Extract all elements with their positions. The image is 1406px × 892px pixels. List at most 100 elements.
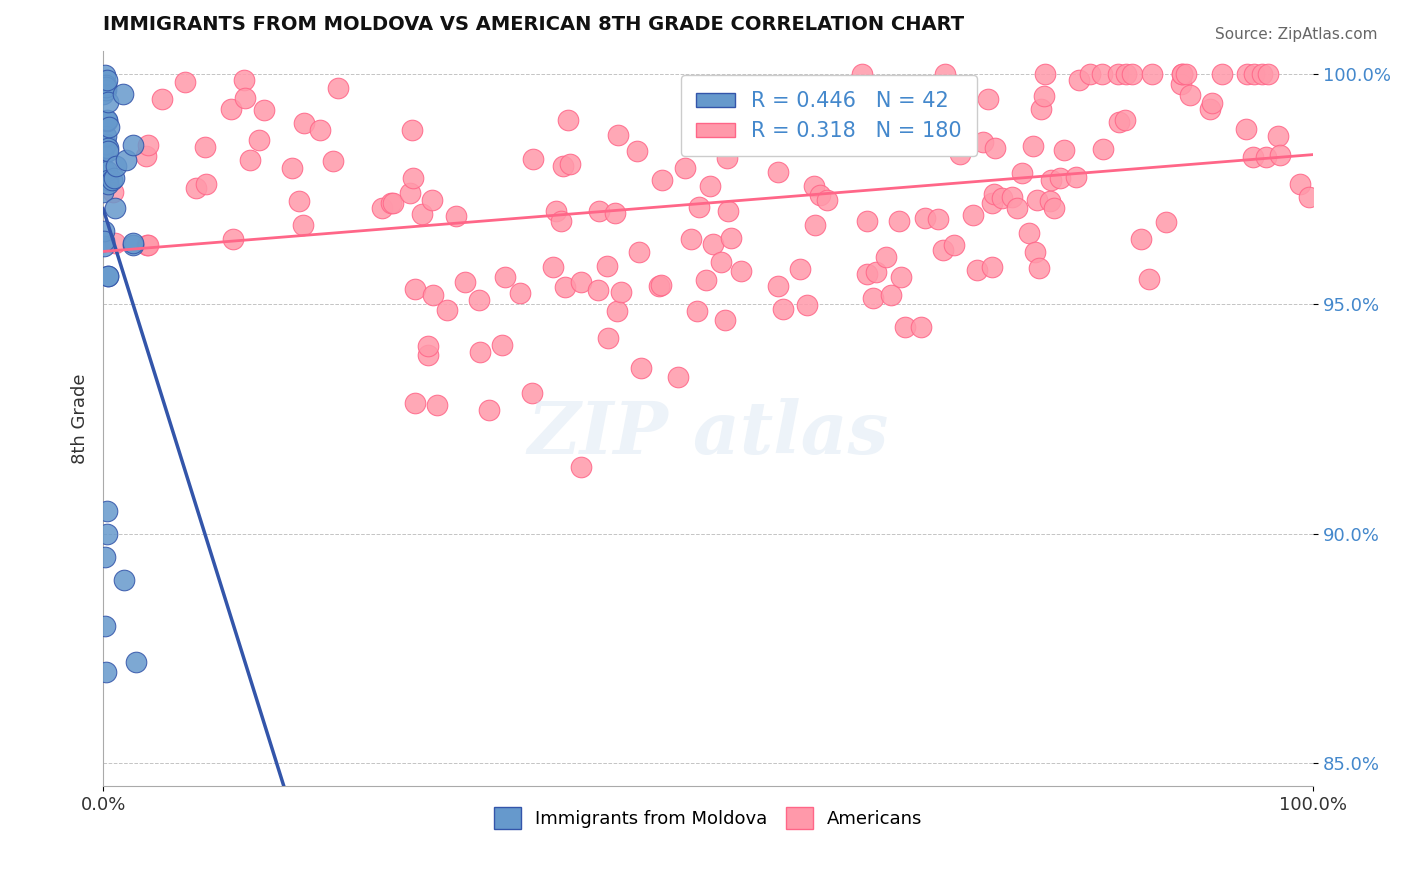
Point bbox=[1022, 139, 1045, 153]
Point bbox=[558, 157, 581, 171]
Point bbox=[135, 149, 157, 163]
Point bbox=[446, 209, 468, 223]
Point bbox=[1140, 67, 1163, 81]
Point bbox=[121, 237, 143, 252]
Point bbox=[686, 303, 709, 318]
Point bbox=[856, 213, 879, 227]
Point bbox=[766, 278, 789, 293]
Point bbox=[94, 549, 117, 564]
Point bbox=[1289, 177, 1312, 191]
Point bbox=[1130, 232, 1153, 246]
Point bbox=[962, 208, 984, 222]
Point bbox=[544, 204, 567, 219]
Point bbox=[772, 302, 794, 317]
Point bbox=[292, 218, 315, 232]
Point bbox=[972, 135, 994, 149]
Point bbox=[468, 293, 491, 307]
Point bbox=[1268, 148, 1291, 162]
Point bbox=[93, 162, 115, 177]
Point bbox=[96, 164, 118, 178]
Point bbox=[839, 113, 862, 128]
Text: IMMIGRANTS FROM MOLDOVA VS AMERICAN 8TH GRADE CORRELATION CHART: IMMIGRANTS FROM MOLDOVA VS AMERICAN 8TH … bbox=[103, 15, 965, 34]
Point bbox=[93, 234, 115, 248]
Point bbox=[551, 159, 574, 173]
Legend: Immigrants from Moldova, Americans: Immigrants from Moldova, Americans bbox=[486, 800, 929, 837]
Point bbox=[1199, 102, 1222, 116]
Point bbox=[730, 264, 752, 278]
Point bbox=[522, 153, 544, 167]
Point bbox=[292, 116, 315, 130]
Point bbox=[122, 235, 145, 250]
Point bbox=[112, 573, 135, 587]
Point bbox=[875, 250, 897, 264]
Point bbox=[1052, 143, 1074, 157]
Point bbox=[247, 133, 270, 147]
Point bbox=[322, 153, 344, 168]
Point bbox=[716, 151, 738, 165]
Point bbox=[98, 120, 121, 135]
Point bbox=[927, 211, 949, 226]
Point bbox=[856, 267, 879, 281]
Point bbox=[97, 269, 120, 284]
Point bbox=[436, 303, 458, 318]
Point bbox=[932, 243, 955, 257]
Point bbox=[122, 137, 145, 152]
Point bbox=[929, 107, 952, 121]
Point bbox=[281, 161, 304, 175]
Point bbox=[569, 275, 592, 289]
Point bbox=[1170, 67, 1192, 81]
Point bbox=[1114, 112, 1136, 127]
Point bbox=[1035, 67, 1057, 81]
Point bbox=[1108, 115, 1130, 129]
Point bbox=[420, 193, 443, 207]
Point bbox=[966, 262, 988, 277]
Point bbox=[97, 145, 120, 159]
Point bbox=[509, 285, 531, 300]
Point bbox=[101, 172, 124, 186]
Point bbox=[239, 153, 262, 167]
Point bbox=[808, 188, 831, 202]
Point bbox=[699, 178, 721, 193]
Point bbox=[1039, 194, 1062, 208]
Point bbox=[910, 319, 932, 334]
Point bbox=[93, 87, 115, 102]
Point bbox=[94, 78, 117, 92]
Point bbox=[1107, 67, 1129, 81]
Point bbox=[1007, 201, 1029, 215]
Point bbox=[194, 177, 217, 191]
Point bbox=[917, 87, 939, 102]
Point bbox=[288, 194, 311, 209]
Point bbox=[404, 282, 426, 296]
Point bbox=[710, 255, 733, 269]
Point bbox=[1250, 67, 1272, 81]
Point bbox=[914, 211, 936, 225]
Point bbox=[889, 213, 911, 227]
Point bbox=[1091, 142, 1114, 156]
Point bbox=[980, 195, 1002, 210]
Point bbox=[1236, 67, 1258, 81]
Point bbox=[97, 268, 120, 283]
Point bbox=[1234, 122, 1257, 136]
Point bbox=[630, 361, 652, 376]
Point bbox=[418, 339, 440, 353]
Point bbox=[666, 369, 689, 384]
Y-axis label: 8th Grade: 8th Grade bbox=[72, 374, 89, 464]
Point bbox=[720, 231, 742, 245]
Point bbox=[1256, 151, 1278, 165]
Point bbox=[1171, 67, 1194, 81]
Point bbox=[104, 201, 127, 215]
Point bbox=[186, 180, 208, 194]
Point bbox=[815, 194, 838, 208]
Point bbox=[1170, 77, 1192, 91]
Point bbox=[371, 201, 394, 215]
Point bbox=[943, 238, 966, 252]
Point bbox=[1298, 190, 1320, 204]
Point bbox=[827, 84, 849, 98]
Point bbox=[194, 139, 217, 153]
Point bbox=[949, 147, 972, 161]
Point bbox=[541, 260, 564, 274]
Point bbox=[554, 280, 576, 294]
Point bbox=[673, 161, 696, 176]
Point bbox=[1267, 129, 1289, 144]
Point bbox=[607, 128, 630, 142]
